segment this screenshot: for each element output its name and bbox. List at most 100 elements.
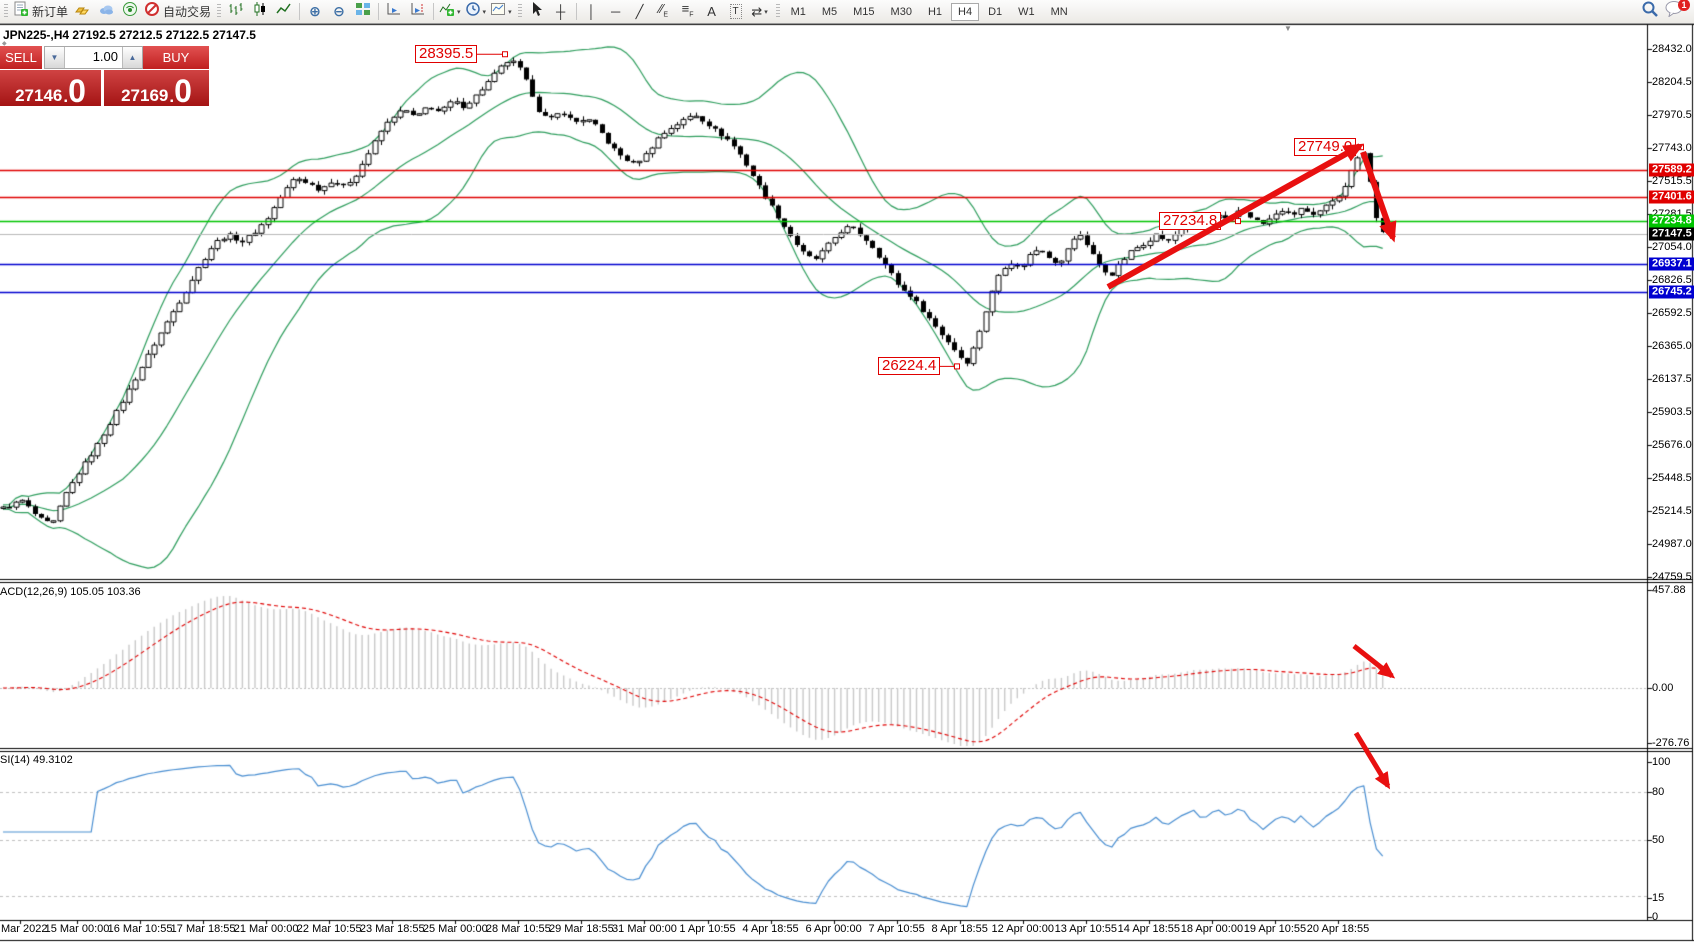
buy-button[interactable]: BUY bbox=[143, 46, 209, 69]
buy-price-main: 27169 bbox=[121, 86, 169, 105]
timeframe-m30-button[interactable]: M30 bbox=[890, 5, 912, 18]
new-order-button-label: 新订单 bbox=[32, 5, 69, 19]
volume-value[interactable]: 1.00 bbox=[92, 49, 118, 64]
search-button[interactable] bbox=[1638, 1, 1662, 21]
crosshair-icon: ┼ bbox=[555, 4, 566, 19]
auto-trading-button[interactable]: 自动交易 bbox=[142, 2, 213, 22]
community-button[interactable] bbox=[94, 2, 118, 22]
auto-trading-button-label: 自动交易 bbox=[163, 5, 212, 19]
bar-chart-icon bbox=[228, 1, 244, 22]
timeframe-h4-button[interactable]: H4 bbox=[951, 2, 980, 21]
notification-badge: 1 bbox=[1678, 0, 1690, 11]
volume-stepper: ▼ 1.00 ▲ bbox=[44, 46, 143, 69]
search-icon bbox=[1641, 0, 1659, 23]
candlestick-chart-button[interactable] bbox=[248, 2, 272, 22]
trade-panel-toggle[interactable]: ◆ bbox=[2, 41, 7, 47]
text-label-button[interactable]: T bbox=[724, 2, 748, 22]
arrows-button[interactable]: ⇄ ▾ bbox=[748, 2, 772, 22]
cursor-button[interactable] bbox=[525, 2, 549, 22]
toolbar-grip bbox=[4, 4, 8, 19]
horizontal-line-icon: ─ bbox=[610, 4, 621, 19]
toolbar-separator bbox=[378, 3, 380, 20]
vertical-line-icon: │ bbox=[587, 4, 596, 19]
toolbar-grip bbox=[775, 4, 780, 19]
chart-shift-button[interactable] bbox=[406, 2, 430, 22]
zoom-in-icon: ⊕ bbox=[309, 3, 321, 19]
sell-price-box[interactable]: 27146. 0 bbox=[0, 70, 101, 109]
notifications-button[interactable]: 1 bbox=[1662, 0, 1690, 21]
timeframe-mn-button[interactable]: MN bbox=[1050, 5, 1068, 18]
dropdown-arrow-icon: ▾ bbox=[457, 8, 461, 16]
tile-windows-button[interactable] bbox=[351, 2, 375, 22]
one-click-trading-panel: SELL ▼ 1.00 ▲ BUY 27146. 0 27169. 0 bbox=[0, 46, 209, 109]
tile-windows-icon bbox=[355, 1, 371, 22]
fibonacci-icon: ≡F bbox=[681, 0, 694, 19]
equidistant-channel-icon: ∕∕E bbox=[659, 0, 669, 19]
equidistant-channel-button[interactable]: ∕∕E bbox=[652, 2, 676, 22]
sell-price-dot: . bbox=[63, 87, 69, 106]
indicators-icon bbox=[439, 1, 455, 22]
timeframe-d1-button[interactable]: D1 bbox=[988, 5, 1003, 18]
sell-price-decimal: 0 bbox=[68, 73, 86, 109]
dropdown-arrow-icon: ▾ bbox=[508, 8, 512, 16]
auto-scroll-button[interactable] bbox=[382, 2, 406, 22]
vertical-line-button[interactable]: │ bbox=[580, 2, 604, 22]
gold-button[interactable] bbox=[70, 2, 94, 22]
buy-price-box[interactable]: 27169. 0 bbox=[104, 70, 209, 109]
text-label-icon: T bbox=[729, 4, 742, 19]
signals-icon bbox=[122, 1, 138, 22]
periods-icon bbox=[465, 1, 481, 22]
sell-button[interactable]: SELL bbox=[0, 46, 42, 69]
main-toolbar: 新订单 自动交易 ⊕ ⊖ ▾ ▾ ▾ ┼ │ ─ ╱ ∕∕E ≡F A T ⇄ ▾ M1 M5 M15 M30 H1 H4 D… bbox=[0, 0, 1694, 24]
horizontal-line-button[interactable]: ─ bbox=[604, 2, 628, 22]
auto-scroll-icon bbox=[386, 1, 402, 22]
zoom-out-button[interactable]: ⊖ bbox=[327, 2, 351, 22]
toolbar-grip bbox=[217, 4, 222, 19]
trendline-icon: ╱ bbox=[635, 4, 644, 19]
dropdown-arrow-icon: ▾ bbox=[482, 8, 487, 16]
toolbar-right-icons: 1 bbox=[1638, 0, 1690, 21]
community-icon bbox=[98, 1, 114, 22]
candlestick-chart-icon bbox=[252, 1, 268, 22]
timeframe-m15-button[interactable]: M15 bbox=[853, 5, 875, 18]
signals-button[interactable] bbox=[118, 2, 142, 22]
periods-button[interactable]: ▾ bbox=[463, 2, 489, 22]
arrows-icon: ⇄ bbox=[751, 4, 763, 19]
macd-indicator-label: ACD(12,26,9) 105.05 103.36 bbox=[0, 586, 141, 598]
crosshair-button[interactable]: ┼ bbox=[549, 2, 573, 22]
fibonacci-button[interactable]: ≡F bbox=[676, 2, 700, 22]
text-button[interactable]: A bbox=[700, 2, 724, 22]
symbol-ohlc-label: JPN225-,H4 27192.5 27212.5 27122.5 27147… bbox=[3, 28, 256, 42]
cursor-icon bbox=[529, 1, 545, 22]
new-order-icon bbox=[13, 1, 29, 22]
text-icon: A bbox=[707, 4, 716, 19]
dropdown-arrow-icon: ▾ bbox=[764, 8, 768, 16]
toolbar-grip bbox=[517, 4, 522, 19]
bar-chart-button[interactable] bbox=[224, 2, 248, 22]
line-chart-icon bbox=[276, 1, 292, 22]
gold-icon bbox=[74, 1, 90, 22]
volume-decrease-button[interactable]: ▼ bbox=[45, 47, 65, 68]
toolbar-separator bbox=[575, 3, 577, 20]
zoom-in-button[interactable]: ⊕ bbox=[303, 2, 327, 22]
chart-shift-marker: ▼ bbox=[1284, 24, 1292, 33]
templates-icon bbox=[490, 1, 506, 22]
trendline-button[interactable]: ╱ bbox=[628, 2, 652, 22]
timeframe-m5-button[interactable]: M5 bbox=[821, 5, 838, 18]
new-order-button[interactable]: 新订单 bbox=[11, 1, 70, 22]
line-chart-button[interactable] bbox=[272, 2, 296, 22]
auto-trading-icon bbox=[144, 1, 160, 22]
timeframe-h1-button[interactable]: H1 bbox=[927, 5, 943, 18]
zoom-out-icon: ⊖ bbox=[333, 3, 345, 19]
templates-button[interactable]: ▾ bbox=[488, 2, 514, 22]
volume-increase-button[interactable]: ▲ bbox=[122, 47, 142, 68]
toolbar-separator bbox=[433, 3, 435, 20]
buy-price-decimal: 0 bbox=[174, 73, 192, 109]
timeframe-m1-button[interactable]: M1 bbox=[790, 5, 806, 18]
timeframe-w1-button[interactable]: W1 bbox=[1018, 5, 1035, 18]
toolbar-separator bbox=[299, 3, 301, 20]
indicators-button[interactable]: ▾ bbox=[437, 2, 463, 22]
sell-price-main: 27146 bbox=[15, 86, 63, 105]
chart-shift-icon bbox=[410, 1, 426, 22]
